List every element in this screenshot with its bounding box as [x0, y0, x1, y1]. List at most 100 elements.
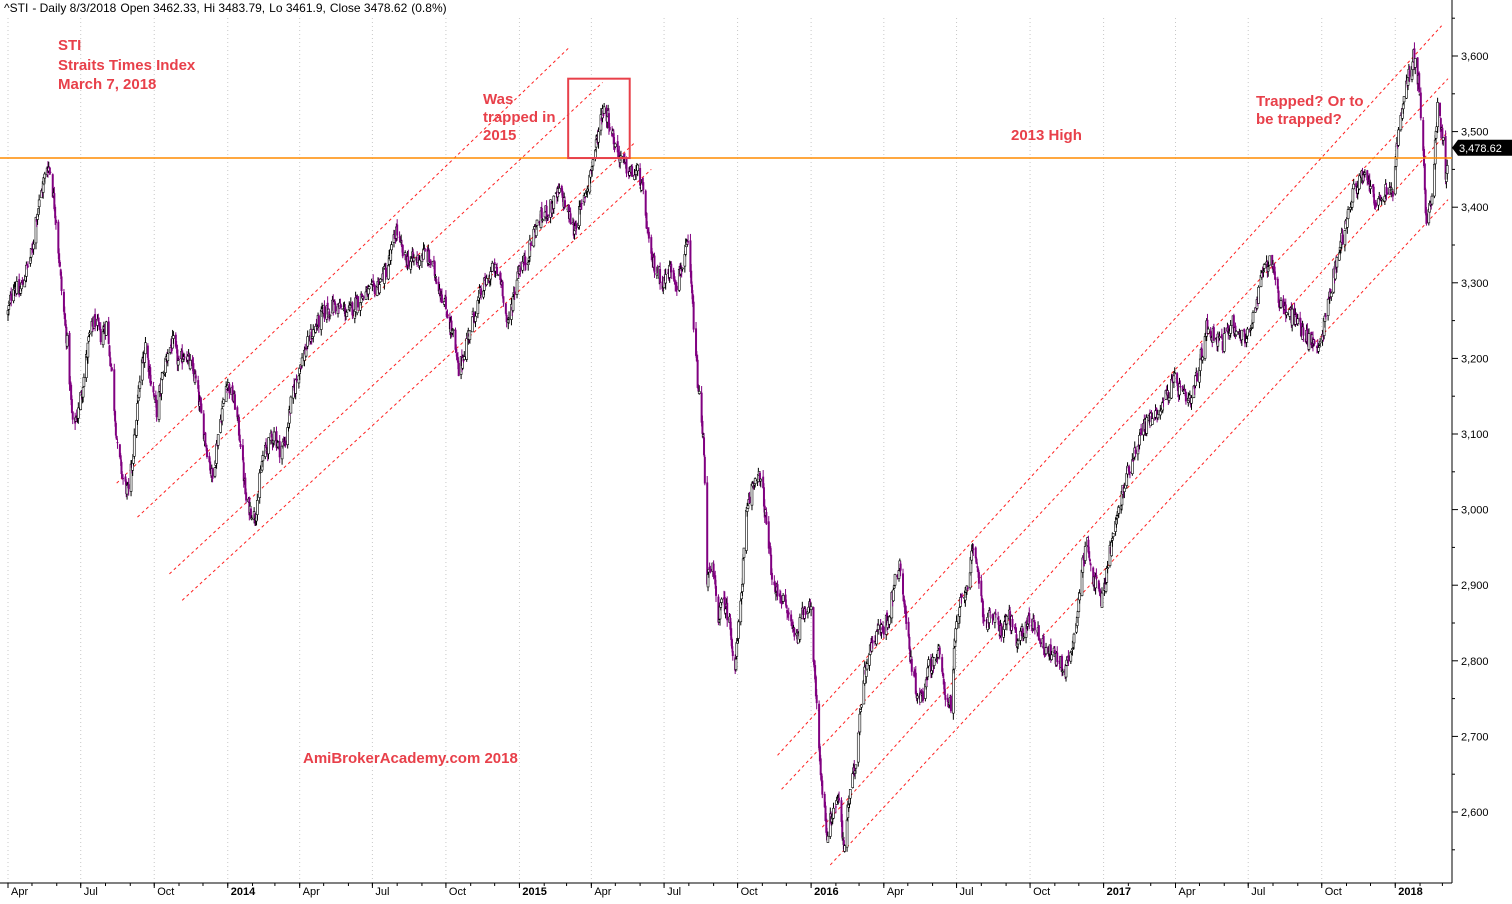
candle	[1220, 328, 1223, 340]
candle	[700, 386, 703, 427]
candle	[798, 613, 802, 643]
candle	[515, 276, 519, 299]
candle	[742, 547, 746, 561]
candle	[390, 241, 393, 254]
candle	[26, 261, 29, 268]
x-tick-label: Jul	[1251, 886, 1265, 898]
candle	[1110, 539, 1113, 557]
header-high: Hi 3483.79,	[203, 1, 266, 15]
candle	[367, 285, 371, 290]
candle	[992, 614, 995, 621]
candle	[476, 299, 480, 319]
candle	[1408, 65, 1411, 82]
candle	[1097, 579, 1100, 591]
candle	[730, 637, 733, 653]
candle	[216, 434, 220, 450]
candle	[888, 615, 891, 629]
candle	[1393, 166, 1397, 196]
last-price-label: 3,478.62	[1459, 143, 1502, 155]
candle	[446, 309, 449, 319]
candle	[802, 606, 805, 620]
header-open: Open 3462.33,	[120, 1, 200, 15]
candle	[401, 244, 404, 259]
candle	[1196, 370, 1199, 382]
channel-line	[829, 199, 1449, 866]
candle	[907, 617, 910, 639]
candle	[701, 415, 704, 438]
x-tick-label: Oct	[449, 886, 466, 898]
x-tick-label: Apr	[887, 886, 904, 898]
candle	[194, 370, 197, 383]
candle	[909, 646, 912, 664]
y-tick-label: 2,600	[1461, 807, 1489, 819]
candle	[1193, 385, 1196, 395]
x-tick-label: Oct	[741, 886, 758, 898]
candle	[228, 383, 231, 399]
candle	[692, 295, 695, 333]
candle	[270, 430, 273, 441]
candle	[172, 331, 175, 344]
candle	[1123, 482, 1126, 499]
candle	[656, 264, 659, 274]
candle	[398, 231, 401, 243]
candle	[575, 220, 578, 236]
candle	[608, 123, 611, 132]
candle	[1338, 250, 1341, 261]
candle	[734, 657, 738, 672]
candle	[860, 703, 863, 710]
candle	[1343, 230, 1347, 252]
candle	[681, 267, 684, 272]
candle	[823, 791, 826, 808]
candle	[709, 565, 712, 574]
candle	[1138, 430, 1141, 450]
candle	[784, 589, 787, 606]
candle	[468, 329, 472, 344]
candle	[70, 395, 73, 414]
candle	[970, 544, 974, 565]
candle	[994, 609, 997, 618]
candle	[826, 831, 830, 843]
candle	[58, 260, 61, 268]
candle	[687, 234, 690, 245]
x-tick-label: Oct	[1033, 886, 1050, 898]
candle	[435, 277, 438, 285]
candle	[1445, 159, 1449, 180]
candle	[54, 215, 57, 230]
candle	[720, 597, 723, 606]
candle	[583, 196, 586, 203]
candle	[1335, 256, 1339, 273]
candle	[393, 230, 396, 239]
candle	[94, 308, 97, 332]
candle	[379, 277, 382, 283]
candle	[960, 593, 963, 604]
candle	[244, 472, 247, 495]
candle	[954, 627, 958, 644]
x-axis: Apr Jul Oct 2014 Apr Jul Oct 2015 Apr Jul Oct 2016 A…	[0, 882, 1452, 898]
candle	[480, 285, 483, 300]
candle	[1401, 102, 1405, 114]
candle	[1423, 163, 1426, 195]
candle	[910, 656, 913, 676]
annotation-title-1: STI	[58, 37, 82, 54]
candle	[997, 616, 1000, 632]
candle	[731, 646, 734, 661]
candle	[882, 625, 885, 639]
candle	[865, 658, 869, 671]
candle	[1134, 446, 1137, 457]
candle	[183, 353, 186, 361]
candle	[176, 344, 179, 371]
candle	[1229, 319, 1232, 338]
candle	[597, 127, 600, 149]
y-tick-label: 2,700	[1461, 731, 1489, 743]
candle	[502, 296, 505, 307]
candle	[1022, 632, 1025, 641]
candle	[1268, 255, 1272, 266]
candle	[418, 255, 421, 270]
candle	[241, 438, 244, 463]
candle	[200, 397, 203, 414]
candle	[949, 694, 952, 714]
candle	[144, 336, 147, 355]
candle	[714, 570, 717, 589]
candle	[60, 271, 63, 296]
candle	[914, 665, 917, 696]
